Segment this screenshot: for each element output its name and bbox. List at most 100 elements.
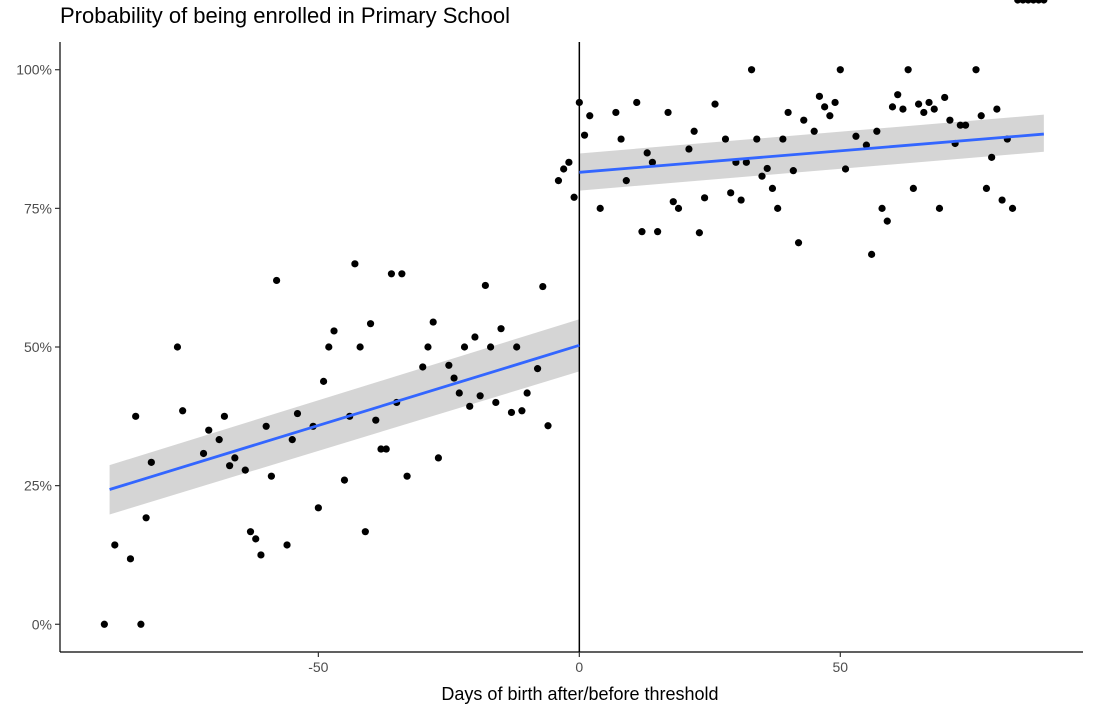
data-point — [841, 165, 850, 173]
data-point — [1040, 0, 1048, 4]
data-point — [612, 108, 620, 117]
data-point — [810, 127, 818, 135]
data-point — [283, 541, 291, 549]
data-point — [377, 445, 385, 453]
data-point — [836, 66, 844, 74]
data-point — [888, 103, 897, 111]
data-point — [685, 145, 693, 153]
data-point — [800, 116, 808, 124]
data-point — [894, 91, 902, 99]
data-point — [147, 458, 155, 466]
data-point — [372, 416, 380, 424]
x-axis-title: Days of birth after/before threshold — [441, 684, 718, 704]
data-point — [544, 422, 552, 430]
data-point — [293, 409, 302, 418]
data-point — [747, 66, 756, 74]
data-point — [941, 93, 949, 102]
data-point — [946, 116, 954, 124]
x-tick-label: 50 — [833, 659, 849, 675]
data-point — [674, 204, 683, 212]
data-point — [126, 555, 135, 563]
data-point — [398, 270, 406, 278]
data-point — [231, 454, 239, 462]
data-point — [899, 105, 907, 113]
data-point — [982, 184, 991, 192]
data-point — [821, 103, 829, 111]
data-point — [356, 343, 364, 351]
data-point — [565, 158, 573, 166]
data-point — [852, 132, 860, 140]
data-point — [586, 112, 594, 120]
data-point — [513, 343, 521, 351]
data-point — [711, 100, 719, 108]
data-point — [361, 528, 369, 536]
data-point — [925, 98, 933, 107]
fit-line-0 — [109, 343, 580, 491]
data-point — [460, 343, 469, 351]
data-point — [700, 194, 709, 202]
data-point — [580, 131, 589, 139]
data-point — [998, 196, 1006, 204]
data-point — [977, 112, 985, 120]
data-points — [100, 0, 1048, 628]
x-tick-label: 0 — [575, 659, 583, 675]
data-point — [330, 327, 338, 335]
data-point — [111, 541, 119, 549]
data-point — [382, 445, 390, 453]
data-point — [518, 407, 526, 415]
data-point — [904, 66, 912, 74]
data-point — [319, 377, 328, 385]
data-point — [570, 193, 578, 201]
data-point — [596, 204, 604, 212]
fit-lines — [109, 132, 1044, 491]
data-point — [267, 472, 275, 480]
data-point — [507, 408, 516, 417]
data-point — [972, 66, 980, 74]
data-point — [481, 281, 489, 290]
data-point — [366, 320, 375, 328]
data-point — [920, 108, 928, 117]
data-point — [727, 189, 735, 197]
data-point — [873, 127, 881, 135]
data-point — [794, 239, 803, 247]
data-point — [695, 229, 703, 237]
data-point — [560, 165, 568, 173]
data-point — [1008, 204, 1017, 212]
data-point — [450, 374, 458, 382]
data-point — [539, 282, 547, 291]
data-point — [868, 250, 876, 258]
data-point — [779, 135, 787, 143]
data-point — [831, 98, 839, 107]
data-point — [690, 127, 698, 135]
data-point — [476, 392, 484, 400]
data-point — [199, 449, 208, 458]
data-point — [100, 620, 108, 628]
data-point — [226, 462, 234, 470]
data-point — [523, 389, 531, 397]
data-point — [961, 121, 970, 129]
data-point — [763, 164, 771, 173]
data-point — [466, 402, 474, 410]
data-point — [622, 177, 630, 185]
data-point — [340, 476, 349, 484]
data-point — [387, 270, 396, 278]
data-point — [220, 412, 229, 420]
data-point — [142, 514, 150, 522]
chart-title: Probability of being enrolled in Primary… — [60, 3, 511, 28]
data-point — [403, 472, 411, 480]
data-point — [179, 407, 187, 415]
data-point — [215, 436, 223, 444]
data-point — [497, 325, 505, 333]
data-point — [137, 620, 145, 628]
y-tick-label: 75% — [24, 200, 52, 216]
data-point — [930, 105, 938, 113]
data-point — [721, 135, 730, 143]
data-point — [784, 108, 792, 117]
data-point — [909, 184, 917, 192]
data-point — [252, 535, 260, 543]
data-point — [742, 158, 750, 166]
data-point — [878, 204, 886, 212]
data-point — [246, 528, 255, 536]
data-point — [617, 135, 625, 143]
